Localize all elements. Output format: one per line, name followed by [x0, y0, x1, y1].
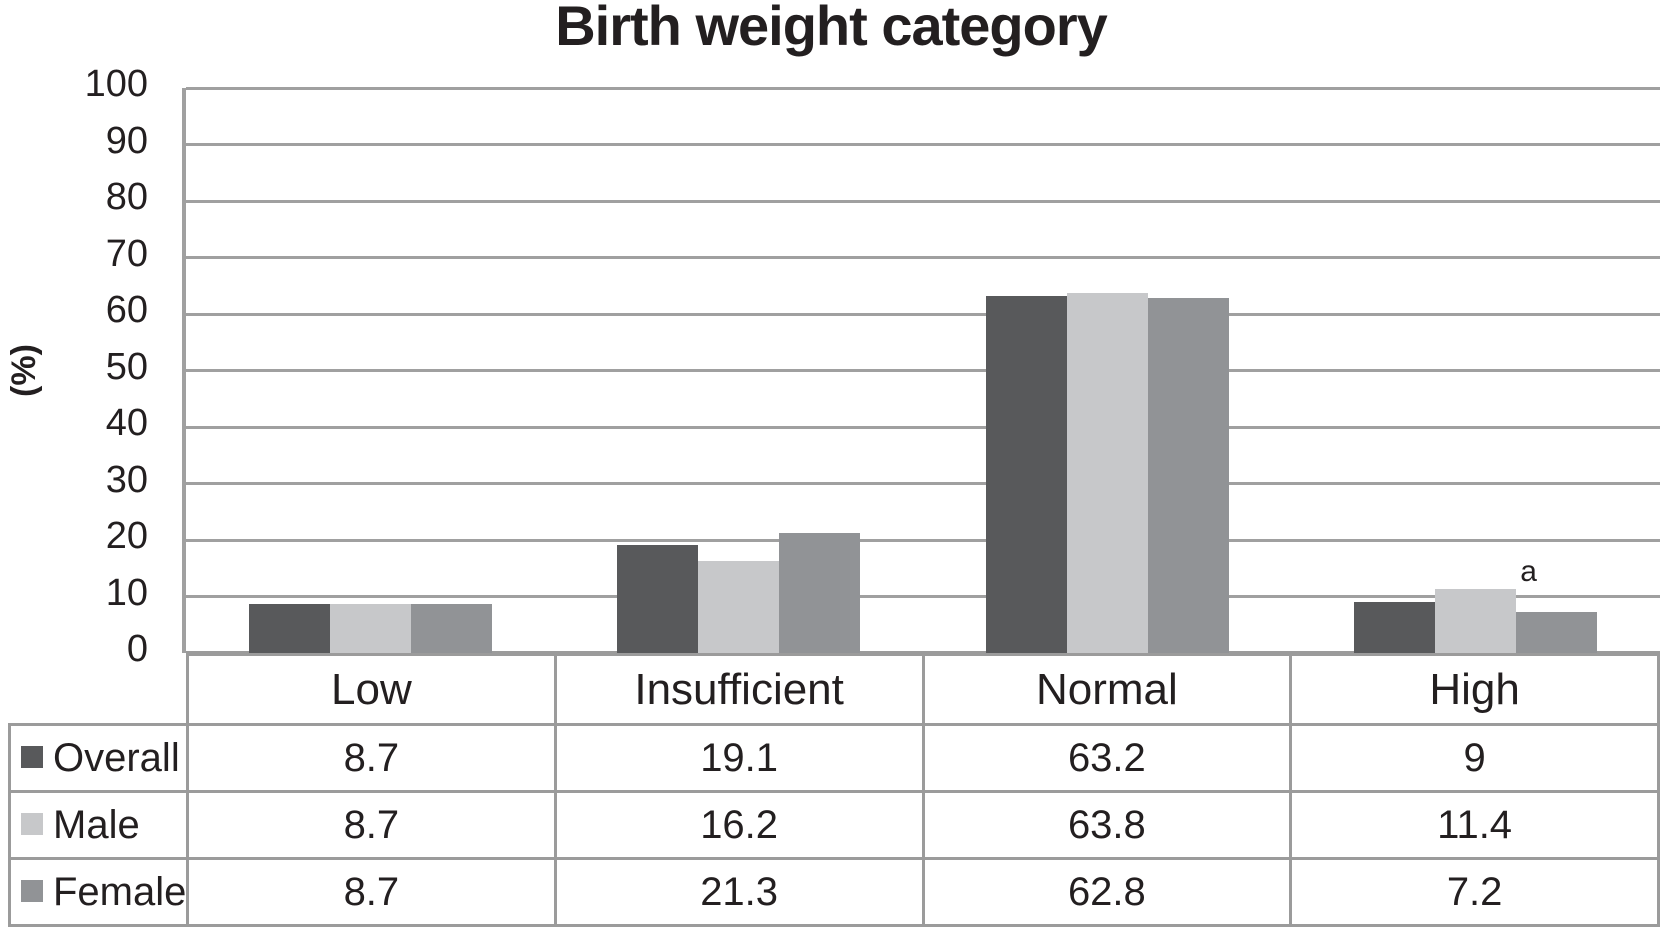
category-header-normal: Normal — [921, 653, 1293, 726]
table-spacer-cell — [10, 655, 188, 725]
y-tick-label-90: 90 — [105, 119, 148, 162]
y-tick-label-20: 20 — [105, 515, 148, 557]
value-female-normal: 62.8 — [921, 857, 1293, 927]
bar-group-insufficient — [555, 88, 924, 653]
value-male-high: 11.4 — [1289, 790, 1660, 860]
bar-female-insufficient — [779, 532, 861, 653]
value-overall-low: 8.7 — [186, 723, 557, 793]
y-tick-label-10: 10 — [105, 571, 148, 614]
value-overall-insufficient: 19.1 — [553, 723, 925, 793]
legend-female: Female — [8, 857, 189, 927]
legend-swatch-male — [21, 812, 43, 835]
bar-group-high — [1292, 88, 1661, 653]
gridline-20 — [186, 538, 1660, 542]
legend-label-female: Female — [53, 869, 187, 914]
value-overall-high: 9 — [1289, 723, 1660, 793]
gridline-90 — [186, 143, 1660, 146]
annotation-a: a — [1520, 554, 1537, 588]
y-tick-label-100: 100 — [84, 63, 148, 105]
value-female-insufficient: 21.3 — [553, 857, 925, 927]
bar-overall-low — [248, 603, 330, 653]
y-tick-label-40: 40 — [105, 402, 148, 444]
plot-area: a — [182, 86, 1661, 655]
bar-overall-normal — [985, 295, 1067, 653]
bar-female-high — [1516, 612, 1598, 653]
legend-swatch-female — [21, 879, 43, 902]
gridline-0 — [186, 651, 1660, 655]
gridline-60 — [186, 312, 1660, 316]
legend-label-overall: Overall — [53, 735, 180, 780]
category-header-insufficient: Insufficient — [553, 653, 925, 726]
category-header-low: Low — [186, 653, 557, 726]
value-male-low: 8.7 — [186, 790, 557, 860]
y-tick-label-30: 30 — [105, 458, 148, 501]
bar-male-normal — [1066, 292, 1148, 653]
gridline-40 — [186, 425, 1660, 429]
gridline-30 — [186, 482, 1660, 485]
value-male-insufficient: 16.2 — [553, 790, 925, 860]
bar-female-normal — [1147, 298, 1229, 653]
bar-group-normal — [923, 88, 1292, 653]
table-row-male: Male 8.7 16.2 63.8 11.4 — [8, 790, 1660, 860]
y-tick-label-0: 0 — [126, 628, 148, 670]
category-header-row: Low Insufficient Normal High — [10, 653, 1660, 726]
gridline-10 — [186, 595, 1660, 598]
value-male-normal: 63.8 — [921, 790, 1293, 860]
value-female-high: 7.2 — [1289, 857, 1660, 927]
legend-swatch-overall — [21, 745, 43, 768]
y-tick-label-60: 60 — [105, 289, 148, 331]
chart-title: Birth weight category — [555, 0, 1108, 57]
y-tick-label-50: 50 — [105, 345, 148, 388]
legend-label-male: Male — [53, 802, 140, 847]
legend-male: Male — [8, 790, 189, 860]
data-table: Low Insufficient Normal High Overall 8.7 19.1 6… — [8, 653, 1660, 927]
gridline-70 — [186, 256, 1660, 259]
bar-male-low — [329, 603, 411, 653]
bar-female-low — [410, 603, 492, 653]
table-row-overall: Overall 8.7 19.1 63.2 9 — [8, 723, 1660, 793]
y-axis-ticks: 0 10 20 30 40 50 60 70 80 90 100 — [0, 0, 148, 700]
legend-overall: Overall — [8, 723, 189, 793]
gridline-50 — [186, 369, 1660, 372]
y-tick-label-70: 70 — [105, 232, 148, 275]
bar-male-insufficient — [698, 561, 780, 653]
value-female-low: 8.7 — [186, 857, 557, 927]
gridline-80 — [186, 199, 1660, 203]
value-overall-normal: 63.2 — [921, 723, 1293, 793]
bar-overall-insufficient — [617, 545, 699, 653]
y-tick-label-80: 80 — [105, 176, 148, 218]
bar-overall-high — [1354, 602, 1436, 653]
category-header-high: High — [1289, 653, 1660, 726]
table-row-female: Female 8.7 21.3 62.8 7.2 — [8, 857, 1660, 927]
gridline-100 — [186, 86, 1660, 90]
bar-group-low — [186, 88, 555, 653]
data-table-body: Low Insufficient Normal High Overall 8.7 19.1 6… — [8, 653, 1660, 927]
bar-male-high — [1435, 588, 1517, 653]
